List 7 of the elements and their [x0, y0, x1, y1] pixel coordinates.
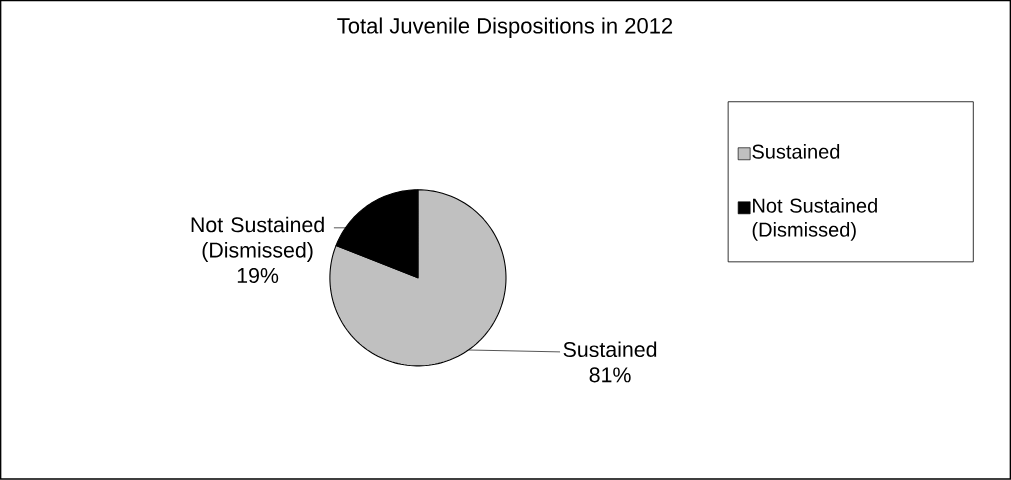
- data-label: 81%: [589, 367, 631, 383]
- legend-label: Not Sustained (Dismissed): [752, 198, 877, 241]
- chart-title: Total Juvenile Dispositions in 2012: [337, 17, 673, 39]
- slice-label: Sustained: [563, 341, 657, 358]
- legend-label: Sustained: [752, 144, 840, 159]
- slice-label: Not Sustained (Dismissed): [191, 216, 324, 263]
- data-label: 19%: [237, 268, 279, 284]
